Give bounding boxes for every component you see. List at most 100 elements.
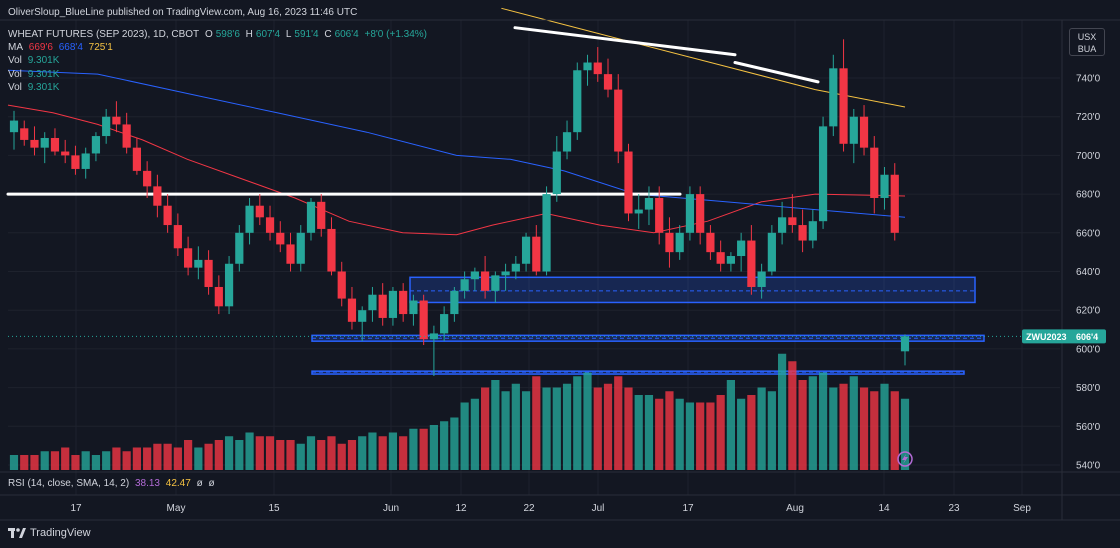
volume-bar (685, 402, 695, 470)
volume-bar (143, 447, 152, 470)
volume-bar (173, 447, 182, 470)
volume-bar (798, 380, 807, 470)
volume-bar (491, 380, 500, 470)
x-tick-label: 17 (682, 503, 694, 514)
footer-brand[interactable]: TradingView (8, 527, 91, 539)
volume-bar (255, 436, 264, 470)
rsi-label: RSI (14, close, SMA, 14, 2) (8, 478, 130, 489)
volume-bar (419, 428, 428, 470)
ma-fast-line (7, 104, 906, 236)
y-tick-label: 640'0 (1076, 267, 1101, 278)
volume-bar (440, 421, 449, 470)
y-tick-label: 600'0 (1076, 344, 1101, 355)
rsi-ma-value: 42.47 (165, 478, 191, 489)
volume-bar (429, 425, 438, 470)
volume-bar (337, 443, 346, 470)
volume-bar (20, 455, 29, 470)
candle-body (71, 155, 80, 169)
ma-label: MA (8, 42, 23, 53)
candle-body (798, 225, 807, 241)
ohlc-l-label: L (285, 29, 292, 40)
candle-body (778, 217, 787, 233)
vol-legend-1[interactable]: Vol 9.301K (8, 55, 62, 66)
ma-mid-line (7, 69, 906, 218)
candle-body (102, 116, 111, 137)
volume-bar (696, 402, 705, 470)
rsi-extra-2: ø (208, 478, 215, 489)
volume-bar (470, 398, 479, 470)
ohlc-c-label: C (324, 29, 332, 40)
candle-body (818, 126, 828, 222)
currency-code: USX (1077, 32, 1097, 42)
candle-body (419, 300, 428, 340)
vol-value: 9.301K (27, 82, 60, 93)
candle-body (245, 205, 254, 233)
volume-bar (460, 402, 469, 470)
currency-button[interactable]: USX BUA (1069, 28, 1105, 56)
ohlc-h-label: H (245, 29, 253, 40)
ohlc-low: 591'4 (294, 29, 319, 40)
rsi-value: 38.13 (134, 478, 160, 489)
volume-bar (163, 443, 172, 470)
volume-bar (204, 443, 213, 470)
candle-body (337, 271, 346, 299)
candle-body (132, 147, 141, 171)
x-tick-label: Jun (383, 503, 399, 514)
candle-body (91, 136, 101, 154)
volume-bar (102, 451, 111, 470)
rsi-legend[interactable]: RSI (14, close, SMA, 14, 2) 38.13 42.47 … (8, 478, 218, 489)
volume-bar (296, 443, 305, 470)
symbol-title[interactable]: WHEAT FUTURES (SEP 2023), 1D, CBOT (8, 29, 200, 40)
volume-bar (245, 432, 254, 470)
candle-body (429, 333, 438, 340)
tradingview-logo-icon (8, 528, 26, 538)
volume-bar (675, 398, 684, 470)
candle-body (153, 186, 162, 206)
candle-body (409, 300, 418, 315)
lightning-bolt-icon (902, 454, 908, 464)
vol-legend-2[interactable]: Vol 9.301K (8, 69, 62, 80)
candle-body (163, 205, 172, 226)
volume-bar (839, 383, 848, 470)
candle-body (20, 128, 29, 140)
candle-body (491, 275, 500, 291)
ma-value-1: 669'6 (28, 42, 53, 53)
candle-body (450, 290, 459, 315)
volume-bar (317, 440, 326, 470)
candle-body (573, 70, 582, 133)
candle-body (143, 170, 152, 187)
candle-body (716, 252, 725, 264)
volume-bar (214, 440, 223, 470)
volume-bar (583, 372, 592, 470)
volume-bar (767, 391, 776, 470)
volume-bar (900, 398, 910, 470)
candle-body (849, 116, 858, 144)
vol-value: 9.301K (27, 69, 60, 80)
volume-bar (870, 391, 879, 470)
ma-legend[interactable]: MA 669'6 668'4 725'1 (8, 42, 116, 53)
candle-body (81, 153, 90, 169)
volume-bar (286, 440, 295, 470)
volume-bar (849, 376, 858, 470)
volume-bar (552, 387, 561, 470)
candle-body (675, 232, 684, 253)
volume-bar (593, 387, 602, 470)
y-tick-label: 580'0 (1076, 383, 1101, 394)
candle-body (737, 240, 746, 257)
volume-bar (30, 455, 39, 470)
volume-bar (655, 398, 664, 470)
volume-bar (532, 376, 541, 470)
candle-body (40, 137, 49, 148)
candle-body (214, 286, 223, 307)
candle-body (900, 336, 910, 352)
x-tick-label: Sep (1013, 503, 1031, 514)
vol-legend-3[interactable]: Vol 9.301K (8, 82, 62, 93)
volume-bar (778, 353, 787, 470)
volume-bar (757, 387, 766, 470)
rsi-extra-1: ø (196, 478, 203, 489)
candle-body (61, 151, 70, 156)
candle-body (296, 232, 305, 264)
volume-bar (501, 391, 510, 470)
x-tick-label: May (167, 503, 186, 514)
